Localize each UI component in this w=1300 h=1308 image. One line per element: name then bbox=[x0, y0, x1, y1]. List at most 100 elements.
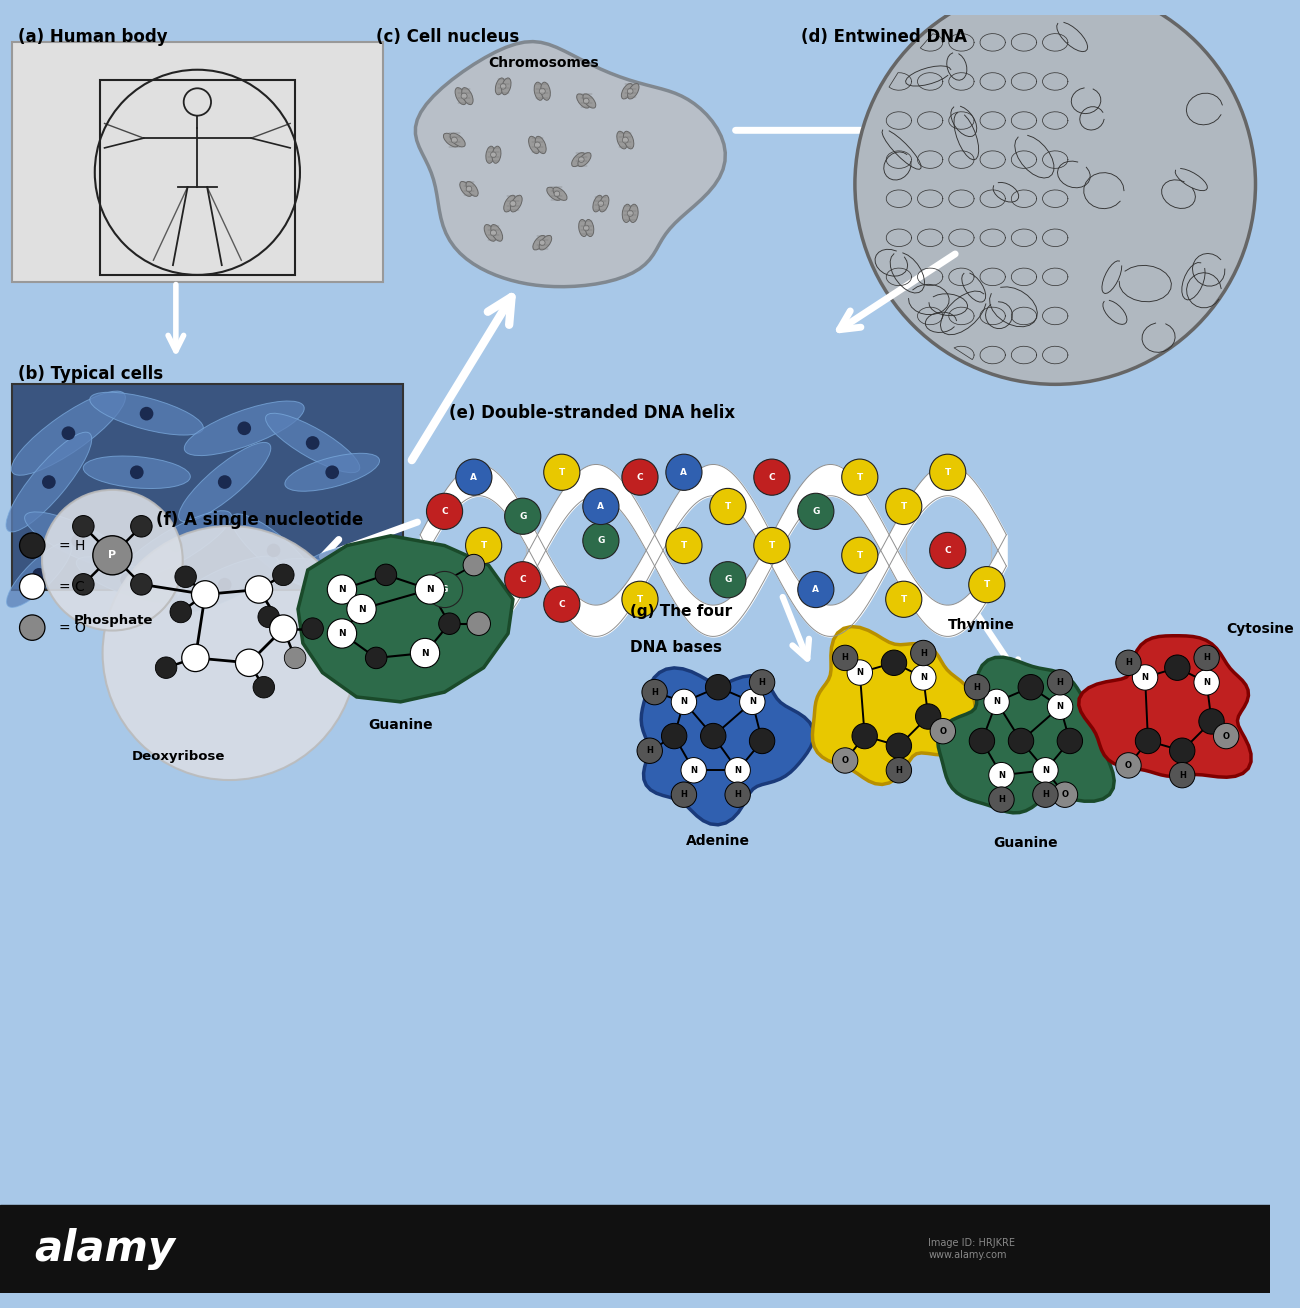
Text: Adenine: Adenine bbox=[686, 833, 750, 848]
Text: Thymine: Thymine bbox=[948, 617, 1014, 632]
Circle shape bbox=[671, 689, 697, 714]
Text: C: C bbox=[637, 472, 644, 481]
Circle shape bbox=[191, 581, 218, 608]
Circle shape bbox=[32, 568, 46, 582]
Circle shape bbox=[73, 574, 94, 595]
Circle shape bbox=[139, 407, 153, 420]
Ellipse shape bbox=[274, 559, 370, 591]
Text: = H: = H bbox=[58, 539, 84, 552]
Circle shape bbox=[578, 157, 584, 162]
Text: O: O bbox=[1124, 761, 1132, 770]
Text: H: H bbox=[1124, 658, 1132, 667]
Circle shape bbox=[852, 723, 878, 748]
Ellipse shape bbox=[616, 131, 627, 149]
Ellipse shape bbox=[623, 204, 632, 222]
Text: N: N bbox=[1057, 702, 1063, 712]
Circle shape bbox=[504, 498, 541, 534]
Text: O: O bbox=[1062, 790, 1069, 799]
Circle shape bbox=[915, 704, 941, 730]
Text: N: N bbox=[426, 585, 434, 594]
Text: N: N bbox=[1041, 765, 1049, 774]
Ellipse shape bbox=[621, 84, 633, 99]
Circle shape bbox=[504, 561, 541, 598]
Ellipse shape bbox=[491, 225, 503, 241]
Circle shape bbox=[218, 475, 231, 489]
Circle shape bbox=[1018, 675, 1044, 700]
Text: H: H bbox=[1043, 790, 1049, 799]
Circle shape bbox=[1032, 757, 1058, 783]
Circle shape bbox=[73, 515, 94, 538]
Circle shape bbox=[347, 594, 376, 624]
Circle shape bbox=[218, 578, 231, 591]
Ellipse shape bbox=[455, 88, 467, 105]
Text: N: N bbox=[680, 697, 688, 706]
Circle shape bbox=[666, 454, 702, 490]
Ellipse shape bbox=[578, 153, 592, 166]
Circle shape bbox=[540, 88, 545, 94]
Circle shape bbox=[1132, 664, 1158, 691]
Text: (a) Human body: (a) Human body bbox=[18, 27, 168, 46]
Ellipse shape bbox=[628, 84, 640, 99]
Circle shape bbox=[120, 573, 134, 586]
Text: H: H bbox=[759, 678, 766, 687]
Circle shape bbox=[510, 200, 516, 207]
Circle shape bbox=[910, 664, 936, 691]
Circle shape bbox=[325, 466, 339, 479]
Circle shape bbox=[1052, 782, 1078, 807]
Circle shape bbox=[235, 649, 263, 676]
Text: H: H bbox=[651, 688, 658, 697]
Text: C: C bbox=[441, 508, 448, 515]
Text: H: H bbox=[646, 747, 653, 755]
Text: T: T bbox=[637, 595, 644, 604]
Text: G: G bbox=[812, 508, 819, 515]
Circle shape bbox=[344, 553, 359, 568]
Text: T: T bbox=[984, 581, 989, 589]
Circle shape bbox=[970, 729, 994, 753]
Circle shape bbox=[328, 574, 356, 604]
Circle shape bbox=[701, 723, 725, 748]
Circle shape bbox=[582, 488, 619, 525]
Ellipse shape bbox=[593, 195, 603, 212]
Circle shape bbox=[832, 748, 858, 773]
Circle shape bbox=[306, 436, 320, 450]
Bar bbox=[0, 1205, 1270, 1294]
Ellipse shape bbox=[25, 511, 131, 569]
Text: A: A bbox=[598, 502, 604, 511]
Polygon shape bbox=[641, 668, 814, 825]
Ellipse shape bbox=[460, 182, 472, 196]
Text: T: T bbox=[481, 542, 486, 551]
Ellipse shape bbox=[493, 146, 500, 164]
Ellipse shape bbox=[629, 204, 638, 222]
Text: T: T bbox=[945, 468, 950, 477]
Circle shape bbox=[316, 568, 329, 582]
Circle shape bbox=[1115, 752, 1141, 778]
Ellipse shape bbox=[465, 182, 478, 196]
Ellipse shape bbox=[577, 94, 589, 109]
Circle shape bbox=[841, 538, 878, 573]
Ellipse shape bbox=[534, 82, 543, 101]
Text: Phosphate: Phosphate bbox=[73, 613, 152, 627]
Circle shape bbox=[1165, 655, 1190, 680]
Text: (c) Cell nucleus: (c) Cell nucleus bbox=[376, 27, 520, 46]
Circle shape bbox=[500, 84, 506, 89]
Circle shape bbox=[467, 612, 490, 636]
Circle shape bbox=[681, 757, 706, 783]
Circle shape bbox=[1135, 729, 1161, 753]
Text: N: N bbox=[1141, 672, 1149, 681]
Ellipse shape bbox=[462, 88, 473, 105]
Text: Deoxyribose: Deoxyribose bbox=[131, 751, 225, 764]
Circle shape bbox=[749, 729, 775, 753]
Polygon shape bbox=[1079, 636, 1251, 777]
Circle shape bbox=[710, 561, 746, 598]
Circle shape bbox=[1115, 650, 1141, 675]
Circle shape bbox=[628, 89, 633, 94]
Circle shape bbox=[438, 613, 460, 634]
Circle shape bbox=[881, 650, 906, 675]
Text: P: P bbox=[108, 551, 117, 560]
Circle shape bbox=[637, 738, 663, 764]
Text: = C: = C bbox=[58, 579, 84, 594]
Circle shape bbox=[623, 137, 628, 143]
Circle shape bbox=[465, 527, 502, 564]
Ellipse shape bbox=[578, 220, 588, 237]
Ellipse shape bbox=[120, 510, 231, 581]
